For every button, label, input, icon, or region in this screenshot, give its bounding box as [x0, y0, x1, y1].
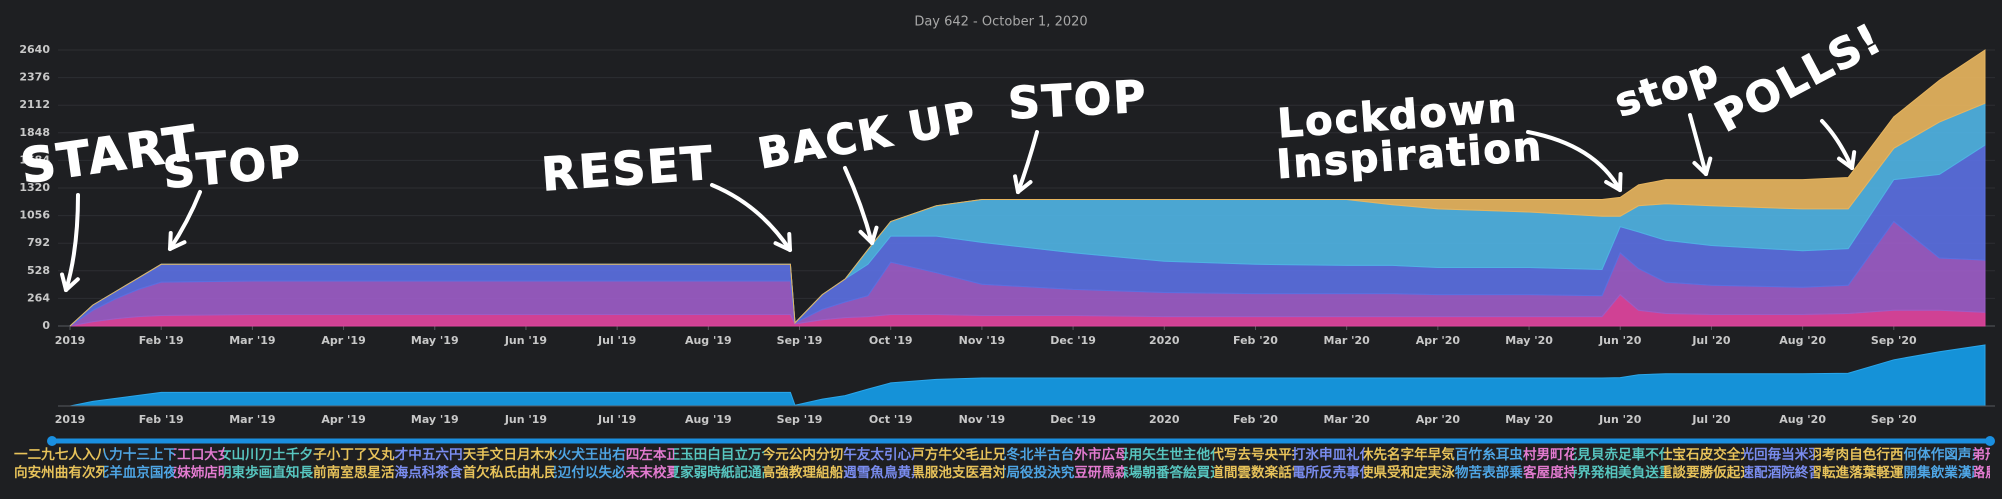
- y-tick-label: 2112: [19, 98, 50, 111]
- arrow-head: [773, 241, 792, 252]
- overview-tick-label: Aug '19: [685, 413, 732, 426]
- overview-tick-label: Mar '20: [1324, 413, 1371, 426]
- annotation: BACK UP: [754, 92, 981, 179]
- overview-tick-label: Apr '20: [1416, 413, 1461, 426]
- x-tick-label: Dec '19: [1050, 334, 1096, 347]
- arrow-head: [787, 232, 792, 252]
- arrow-head: [1704, 156, 1713, 176]
- slider-handle: [1985, 436, 1995, 446]
- arrow-head: [1692, 160, 1708, 176]
- x-tick-label: Aug '19: [685, 334, 732, 347]
- y-tick-label: 2640: [19, 43, 50, 56]
- x-tick-label: Apr '19: [321, 334, 365, 347]
- overview-tick-label: Sep '20: [1871, 413, 1917, 426]
- arrow: [1820, 119, 1854, 170]
- overview-area: [69, 344, 1986, 407]
- arrow-head: [1850, 150, 1857, 170]
- x-tick-label: Apr '20: [1416, 334, 1461, 347]
- x-tick-label: Sep '19: [777, 334, 823, 347]
- y-tick-label: 264: [27, 291, 50, 304]
- arrow: [1526, 130, 1622, 192]
- overview-tick-label: Sep '19: [777, 413, 823, 426]
- x-tick-label: Jun '20: [1598, 334, 1642, 347]
- kanji-line: 向安州曲有次死羊血京国夜妹姉店明東歩画直知長前南室思星活海点科茶食首欠私氏由札民…: [14, 465, 1990, 481]
- arrow-head: [1618, 172, 1623, 192]
- x-tick-label: Mar '20: [1324, 334, 1371, 347]
- x-tick-label: Feb '19: [139, 334, 184, 347]
- x-tick-label: Aug '20: [1779, 334, 1826, 347]
- arrow: [710, 183, 792, 252]
- chart-title: Day 642 - October 1, 2020: [914, 15, 1087, 30]
- y-tick-label: 1320: [19, 181, 50, 194]
- y-tick-label: 1848: [19, 126, 50, 139]
- stacked-area: [69, 49, 1986, 327]
- arrow: [843, 166, 874, 245]
- kanji-line: 一二九七人入八力十三上下工口大女山川刀土千夕子小丁了又丸才中五六円天手文日月木水…: [14, 447, 1990, 463]
- x-tick-label: Sep '20: [1871, 334, 1917, 347]
- x-tick-label: Jul '20: [1691, 334, 1731, 347]
- y-tick-label: 1056: [19, 209, 50, 222]
- arrow-head: [1604, 180, 1622, 192]
- overview-tick-label: Jun '19: [504, 413, 547, 426]
- slider-handle: [47, 436, 57, 446]
- annotation: RESET: [540, 136, 716, 202]
- overview-tick-label: Nov '19: [959, 413, 1005, 426]
- y-tick-label: 0: [42, 319, 50, 332]
- overview-tick-label: Aug '20: [1779, 413, 1826, 426]
- x-tick-label: Jun '19: [504, 334, 547, 347]
- overview-tick-label: Dec '19: [1050, 413, 1096, 426]
- annotation: STOP: [1007, 71, 1149, 129]
- overview-tick-label: 2020: [1149, 413, 1180, 426]
- x-tick-label: Feb '20: [1233, 334, 1278, 347]
- y-tick-label: 528: [27, 264, 50, 277]
- overview-tick-label: May '20: [1505, 413, 1553, 426]
- x-tick-label: Oct '19: [869, 334, 913, 347]
- overview-tick-label: Apr '19: [321, 413, 365, 426]
- x-tick-label: Jul '19: [597, 334, 636, 347]
- annotation: STOP: [161, 136, 304, 199]
- arrow: [1016, 130, 1039, 194]
- y-tick-label: 1584: [19, 153, 50, 166]
- x-tick-label: May '19: [411, 334, 459, 347]
- arrow-head: [870, 225, 879, 245]
- overview-tick-label: Feb '19: [139, 413, 184, 426]
- arrow-head: [64, 277, 80, 292]
- annotation: stop: [1609, 50, 1725, 127]
- x-tick-label: May '20: [1505, 334, 1553, 347]
- x-tick-label: 2019: [55, 334, 86, 347]
- overview-tick-label: Jul '19: [597, 413, 636, 426]
- arrow-head: [1013, 174, 1020, 194]
- x-tick-label: Nov '19: [959, 334, 1005, 347]
- overview-tick-label: 2019: [55, 413, 86, 426]
- overview-tick-label: May '19: [411, 413, 459, 426]
- overview-tick-label: Oct '19: [869, 413, 913, 426]
- overview-tick-label: Jul '20: [1691, 413, 1731, 426]
- arrow-head: [1016, 180, 1033, 194]
- y-tick-label: 792: [27, 236, 50, 249]
- overview-tick-label: Mar '19: [229, 413, 275, 426]
- arrow-head: [1837, 156, 1854, 170]
- y-tick-label: 2376: [19, 71, 50, 84]
- overview-tick-label: Jun '20: [1598, 413, 1642, 426]
- overview-tick-label: Feb '20: [1233, 413, 1278, 426]
- arrow-head: [60, 272, 68, 292]
- arrow: [1688, 113, 1708, 176]
- arrow: [64, 193, 80, 292]
- x-tick-label: 2020: [1149, 334, 1180, 347]
- arrow-head: [858, 229, 874, 245]
- arrow: [168, 190, 202, 251]
- x-tick-label: Mar '19: [229, 334, 275, 347]
- arrow-head: [168, 231, 173, 251]
- arrow-head: [168, 240, 187, 251]
